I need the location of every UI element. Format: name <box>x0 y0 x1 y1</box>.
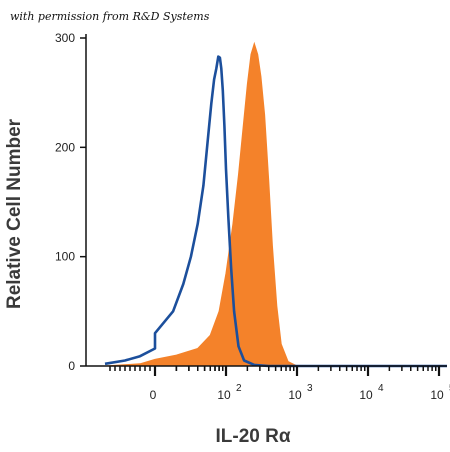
x-tick-label: 10 4 <box>359 383 384 402</box>
y-tick-label: 200 <box>55 140 75 154</box>
x-axis-title: IL-20 Rα <box>215 426 290 447</box>
x-tick-label: 0 <box>150 388 157 402</box>
svg-text:10: 10 <box>217 388 231 402</box>
histogram-filled-series <box>104 41 447 367</box>
y-tick-label: 0 <box>68 359 75 373</box>
y-tick-label: 300 <box>55 31 75 45</box>
x-axis-ticks: 0 10 2 10 3 10 4 105 <box>109 366 450 402</box>
svg-text:2: 2 <box>236 383 242 394</box>
permission-watermark: with permission from R&D Systems <box>10 10 210 23</box>
svg-text:10: 10 <box>288 388 302 402</box>
histogram-outline-series <box>104 55 447 368</box>
plot-area: 0 100 200 300 0 10 2 10 3 10 4 105 <box>55 31 450 402</box>
svg-text:3: 3 <box>307 383 313 394</box>
x-tick-label: 105 <box>430 383 450 402</box>
svg-text:10: 10 <box>359 388 373 402</box>
x-tick-label: 10 3 <box>288 383 313 402</box>
svg-text:10: 10 <box>430 388 444 402</box>
y-tick-label: 100 <box>55 250 75 264</box>
svg-text:0: 0 <box>150 388 157 402</box>
svg-text:4: 4 <box>378 383 384 394</box>
y-axis-title: Relative Cell Number <box>4 118 25 309</box>
y-axis-ticks: 0 100 200 300 <box>55 31 86 373</box>
series-layer <box>104 41 447 368</box>
x-tick-label: 10 2 <box>217 383 242 402</box>
